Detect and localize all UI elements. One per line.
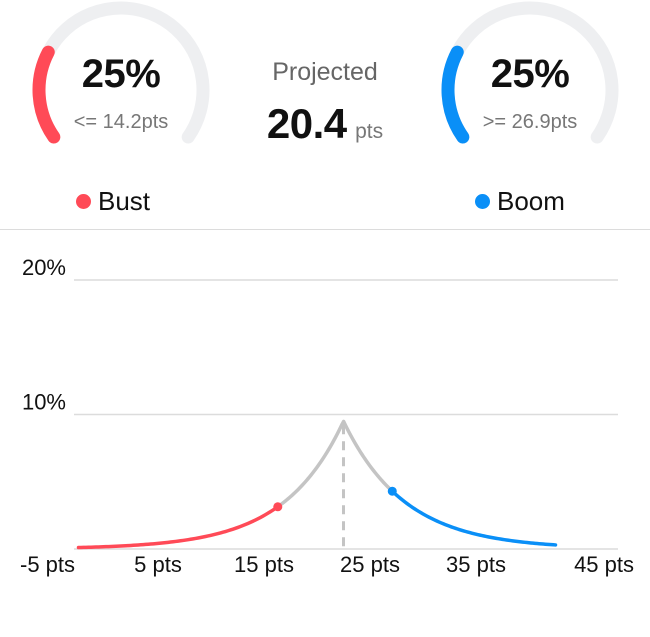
bust-legend-label: Bust (98, 186, 151, 216)
boom-cutoff-point (387, 486, 397, 496)
x-axis-ticks: -5 pts 5 pts 15 pts 25 pts 35 pts 45 pts (20, 552, 634, 577)
chart-gridlines (74, 279, 618, 550)
bust-percent: 25% (81, 52, 161, 96)
bust-gauge: 25% <= 14.2pts (31, 0, 211, 180)
projected-number: 20.4 (266, 100, 347, 147)
boom-legend-label: Boom (497, 186, 565, 216)
y-tick-label: 20% (22, 255, 66, 280)
boom-threshold: >= 26.9pts (482, 111, 578, 133)
x-tick-label: 5 pts (134, 552, 182, 577)
neutral-curve (276, 419, 394, 509)
bust-gauge-arc (32, 1, 210, 144)
bust-legend-dot (76, 194, 91, 209)
bust-threshold: <= 14.2pts (73, 111, 169, 133)
boom-percent: 25% (490, 52, 570, 96)
bust-curve (76, 505, 280, 550)
distribution-chart: -5 pts 5 pts 15 pts 25 pts 35 pts 45 pts 10% 2… (20, 255, 634, 577)
boom-legend-dot (475, 194, 490, 209)
x-tick-label: 35 pts (446, 552, 506, 577)
x-tick-label: 15 pts (234, 552, 294, 577)
boom-legend: Boom (475, 186, 565, 217)
x-tick-label: 25 pts (340, 552, 400, 577)
section-divider (0, 229, 650, 230)
bust-cutoff-point (273, 502, 283, 512)
boom-gauge-arc (441, 1, 619, 144)
x-tick-label: -5 pts (20, 552, 75, 577)
projected-label: Projected (272, 58, 378, 86)
boom-gauge: 25% >= 26.9pts (440, 0, 620, 180)
chart-curves (76, 419, 558, 550)
y-tick-label: 10% (22, 390, 66, 415)
bust-legend: Bust (76, 186, 150, 217)
projected-value: 20.4 pts (225, 100, 425, 148)
projected-unit: pts (355, 120, 384, 143)
y-axis-ticks: 10% 20% (22, 255, 66, 415)
boom-curve (390, 489, 558, 547)
x-tick-label: 45 pts (574, 552, 634, 577)
